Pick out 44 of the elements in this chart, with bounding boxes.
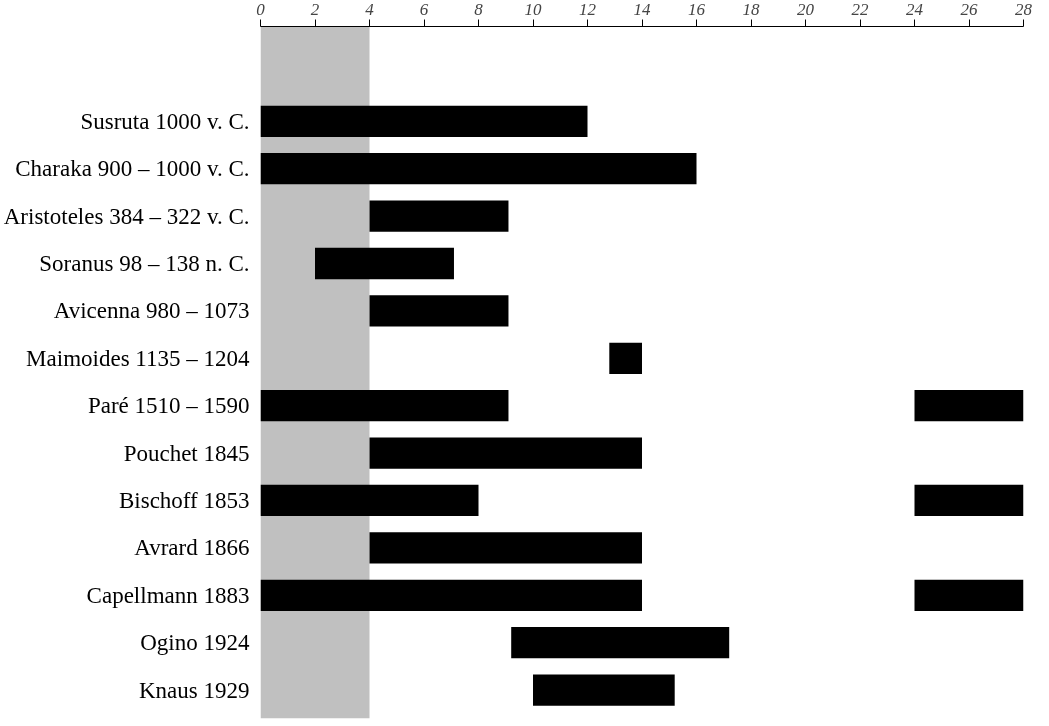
bar: [369, 295, 509, 327]
y-tick-label: Avrard 1866: [134, 535, 250, 561]
x-tick-label: 2: [310, 0, 320, 19]
y-tick-label: Avicenna 980 – 1073: [53, 298, 250, 324]
y-tick-label: Capellmann 1883: [86, 582, 250, 608]
y-tick-label: Pouchet 1845: [123, 440, 250, 466]
bar: [609, 342, 642, 374]
bar: [260, 153, 697, 185]
y-tick-label: Knaus 1929: [138, 677, 250, 703]
x-tick-label: 26: [960, 0, 978, 19]
bar: [511, 627, 730, 659]
x-tick-label: 16: [688, 0, 706, 19]
bar: [260, 579, 642, 611]
bar: [260, 390, 509, 422]
bar: [533, 674, 675, 706]
y-tick-label: Charaka 900 – 1000 v. C.: [15, 156, 250, 182]
y-tick-label: Ogino 1924: [140, 630, 250, 656]
y-tick-label: Maimoides 1135 – 1204: [26, 345, 250, 371]
bar: [369, 532, 642, 564]
x-tick-label: 8: [474, 0, 484, 19]
x-tick-label: 0: [256, 0, 266, 19]
x-tick-label: 12: [579, 0, 597, 19]
y-tick-label: Susruta 1000 v. C.: [80, 108, 250, 134]
y-tick-label: Soranus 98 – 138 n. C.: [39, 250, 250, 276]
x-tick-label: 6: [419, 0, 429, 19]
bar: [914, 484, 1024, 517]
bar: [260, 484, 479, 517]
x-tick-label: 18: [742, 0, 760, 19]
x-tick-label: 10: [524, 0, 542, 19]
y-tick-label: Aristoteles 384 – 322 v. C.: [3, 203, 250, 229]
x-tick-label: 20: [797, 0, 815, 19]
bar: [260, 105, 588, 137]
x-tick-label: 22: [851, 0, 869, 19]
x-tick-label: 14: [633, 0, 651, 19]
bar: [914, 579, 1024, 611]
bar: [914, 390, 1024, 422]
bar: [369, 200, 509, 232]
y-tick-label: Paré 1510 – 1590: [87, 393, 250, 419]
bar: [369, 437, 642, 469]
bar: [315, 247, 454, 280]
x-tick-label: 24: [906, 0, 924, 19]
x-tick-label: 4: [365, 0, 375, 19]
x-tick-label: 28: [1015, 0, 1033, 19]
y-tick-label: Bischoff 1853: [118, 487, 250, 513]
